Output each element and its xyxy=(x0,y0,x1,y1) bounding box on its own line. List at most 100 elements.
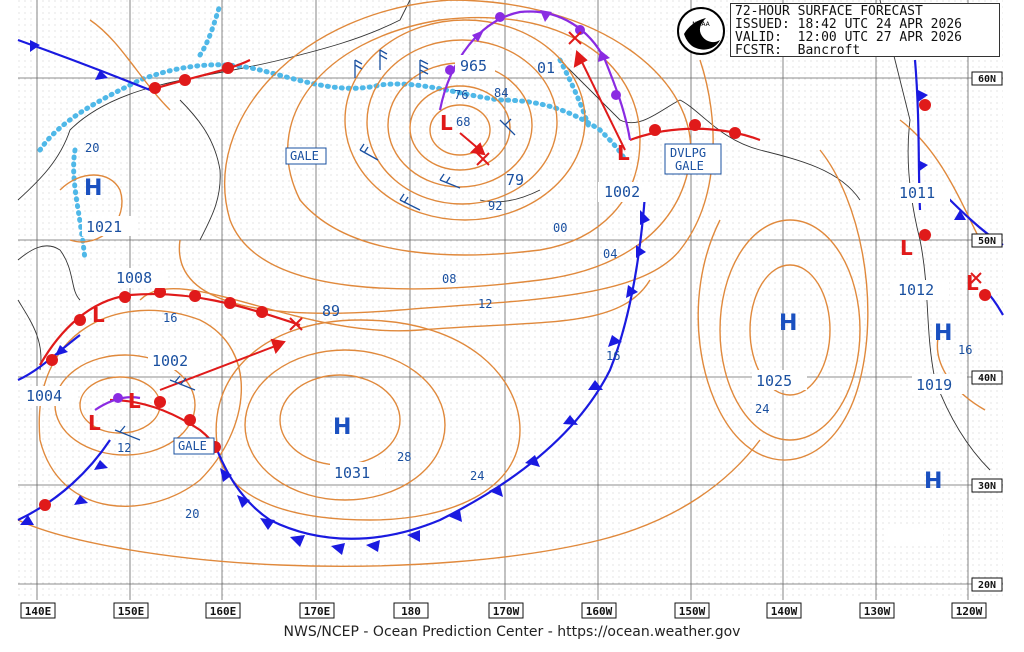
high-1021-symbol: H xyxy=(84,176,102,201)
isobar-label: 76 xyxy=(454,88,468,102)
wind-barbs xyxy=(114,49,516,441)
forecast-title: 72-HOUR SURFACE FORECAST xyxy=(735,4,923,19)
isobar-label: 04 xyxy=(603,247,617,261)
isobar-label: 20 xyxy=(185,507,199,521)
longitude-label: 180 xyxy=(401,605,421,618)
low-pressure-value: 1012 xyxy=(898,281,934,299)
latitude-label-box xyxy=(971,71,1003,86)
low-pressure-value: 1004 xyxy=(26,387,62,405)
low-pressure-centers: L L L L L L L xyxy=(88,111,979,435)
low-pressure-value: 1002 xyxy=(604,183,640,201)
longitude-label: 150E xyxy=(118,605,145,618)
gale-warning-label: GALE xyxy=(675,159,704,173)
latitude-label: 40N xyxy=(978,373,996,384)
map-background xyxy=(18,0,1003,600)
high-pressure-value: 1031 xyxy=(334,464,370,482)
warning-boxes: GALE GALE DVLPG GALE xyxy=(173,143,722,455)
cold-front-triangles xyxy=(20,40,966,555)
footer-credit: NWS/NCEP - Ocean Prediction Center - htt… xyxy=(283,624,741,640)
forecaster: FCSTR: Bancroft xyxy=(735,43,861,58)
low-pressure-value: 1011 xyxy=(899,184,935,202)
longitude-label: 170E xyxy=(304,605,331,618)
isobar-label: 00 xyxy=(553,221,567,235)
longitude-label: 160W xyxy=(586,605,613,618)
isobar-label: 89 xyxy=(322,302,340,320)
high-pressure-centers: H H H H H xyxy=(84,176,952,494)
isobar-label: 12 xyxy=(117,441,131,455)
low-1008-symbol: L xyxy=(92,303,105,327)
longitude-label: 140E xyxy=(25,605,52,618)
future-positions xyxy=(289,31,982,331)
high-pressure-value: 1021 xyxy=(86,218,122,236)
isobar-label: 01 xyxy=(537,59,555,77)
low-1004-symbol: L xyxy=(88,411,101,435)
isobar-label: 24 xyxy=(470,469,484,483)
longitude-label-box xyxy=(951,602,987,619)
high-1031-symbol: H xyxy=(333,415,351,440)
low-pressure-value: 965 xyxy=(460,57,487,75)
low-965-symbol: L xyxy=(440,111,453,135)
high-1019-symbol: H xyxy=(924,469,942,494)
lat-lon-grid xyxy=(18,0,1003,600)
low-pressure-value: 1002 xyxy=(152,352,188,370)
noaa-logo: NOAA xyxy=(676,6,726,56)
longitude-label: 160E xyxy=(210,605,237,618)
longitude-label-box xyxy=(113,602,149,619)
high-1025-symbol: H xyxy=(779,311,797,336)
isobar-label: 68 xyxy=(456,115,470,129)
longitude-labels: 140E 150E 160E 170E 180 170W 160W 150W 140W 130W 1… xyxy=(18,600,1003,622)
longitude-label-box xyxy=(299,602,335,619)
gale-warning-label: GALE xyxy=(290,149,319,163)
high-pressure-value: 1025 xyxy=(756,372,792,390)
latitude-labels: 60N 50N 40N 30N 20N xyxy=(971,71,1003,592)
longitude-label-box xyxy=(674,602,710,619)
latitude-label-box xyxy=(971,577,1003,592)
low-coast-symbol: L xyxy=(966,271,979,295)
low-1002-ak-symbol: L xyxy=(617,141,630,165)
occluded-front-symbols xyxy=(113,10,621,403)
ice-edge xyxy=(37,2,628,263)
latitude-label: 30N xyxy=(978,481,996,492)
longitude-label: 150W xyxy=(679,605,706,618)
high-ne-symbol: H xyxy=(934,321,952,346)
longitude-label: 140W xyxy=(771,605,798,618)
longitude-label: 130W xyxy=(864,605,891,618)
issued-time: ISSUED: 18:42 UTC 24 APR 2026 xyxy=(735,17,962,32)
longitude-label-box xyxy=(393,602,429,619)
svg-text:NOAA: NOAA xyxy=(692,21,710,28)
storm-track-arrows xyxy=(159,50,626,391)
isobar-label: 24 xyxy=(755,402,769,416)
longitude-label-box xyxy=(766,602,802,619)
isobars xyxy=(17,0,986,567)
valid-time: VALID: 12:00 UTC 27 APR 2026 xyxy=(735,30,962,45)
low-1012-symbol: L xyxy=(900,236,913,260)
isobar-label: 20 xyxy=(85,141,99,155)
forecast-header: 72-HOUR SURFACE FORECAST ISSUED: 18:42 U… xyxy=(730,3,1000,57)
warm-front-semicircles xyxy=(39,62,991,511)
latitude-label: 20N xyxy=(978,580,996,591)
gale-warning-label: DVLPG xyxy=(670,146,706,160)
latitude-label: 60N xyxy=(978,74,996,85)
isobar-label: 28 xyxy=(397,450,411,464)
longitude-label: 170W xyxy=(493,605,520,618)
isobar-label: 84 xyxy=(494,86,508,100)
longitude-label-box xyxy=(205,602,241,619)
high-pressure-value: 1019 xyxy=(916,376,952,394)
pressure-values: 1021 1031 1025 1019 965 1002 1008 1004 1… xyxy=(20,55,967,544)
low-1002-symbol: L xyxy=(128,389,141,413)
longitude-label-box xyxy=(859,602,895,619)
latitude-label: 50N xyxy=(978,236,996,247)
longitude-label-box xyxy=(581,602,617,619)
isobar-label: 16 xyxy=(958,343,972,357)
low-pressure-value: 1008 xyxy=(116,269,152,287)
isobar-label: 79 xyxy=(506,171,524,189)
latitude-label-box xyxy=(971,233,1003,248)
latitude-label-box xyxy=(971,478,1003,493)
isobar-label: 92 xyxy=(488,199,502,213)
isobar-label: 16 xyxy=(606,349,620,363)
isobar-label: 12 xyxy=(478,297,492,311)
gale-warning-label: GALE xyxy=(178,439,207,453)
longitude-label-box xyxy=(488,602,524,619)
isobar-label: 08 xyxy=(442,272,456,286)
longitude-label: 120W xyxy=(956,605,983,618)
